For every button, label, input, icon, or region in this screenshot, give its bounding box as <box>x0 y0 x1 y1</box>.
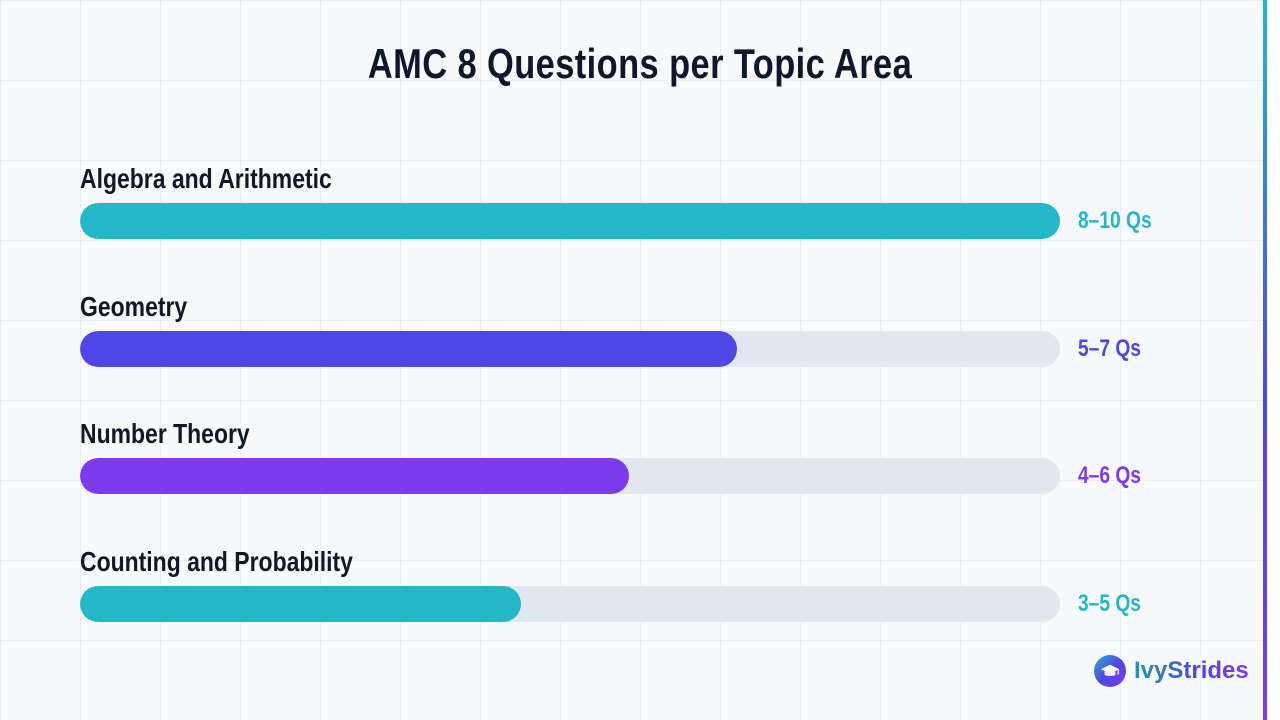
bar-value-label: 5–7 Qs <box>1078 334 1141 362</box>
bar-track <box>80 458 1060 494</box>
topic-row: Counting and Probability 3–5 Qs <box>80 544 1200 654</box>
bar-value-label: 4–6 Qs <box>1078 462 1141 489</box>
bar-fill <box>80 585 521 622</box>
topic-row: Number Theory 4–6 Qs <box>80 416 1200 526</box>
bar-track <box>80 585 1060 622</box>
bar-track <box>80 203 1060 239</box>
graduation-cap-icon <box>1094 655 1126 687</box>
bar-fill <box>80 203 1060 239</box>
bar-value-label: 3–5 Qs <box>1078 589 1141 617</box>
chart-title: AMC 8 Questions per Topic Area <box>367 40 913 87</box>
topic-label: Geometry <box>80 290 188 322</box>
topic-row: Algebra and Arithmetic 8–10 Qs <box>80 161 1200 271</box>
bar-track <box>80 330 1060 367</box>
right-accent-stripe <box>1263 0 1267 720</box>
topic-label: Number Theory <box>80 418 250 449</box>
brand-logo: IvyStrides <box>1094 655 1249 687</box>
topic-label: Algebra and Arithmetic <box>80 163 332 194</box>
bar-fill <box>80 330 737 367</box>
topic-row: Geometry 5–7 Qs <box>80 289 1200 399</box>
brand-name: IvyStrides <box>1134 655 1249 687</box>
bar-value-label: 8–10 Qs <box>1078 207 1152 234</box>
right-edge-panel <box>1264 0 1280 720</box>
topic-label: Counting and Probability <box>80 545 353 577</box>
bar-fill <box>80 458 629 494</box>
